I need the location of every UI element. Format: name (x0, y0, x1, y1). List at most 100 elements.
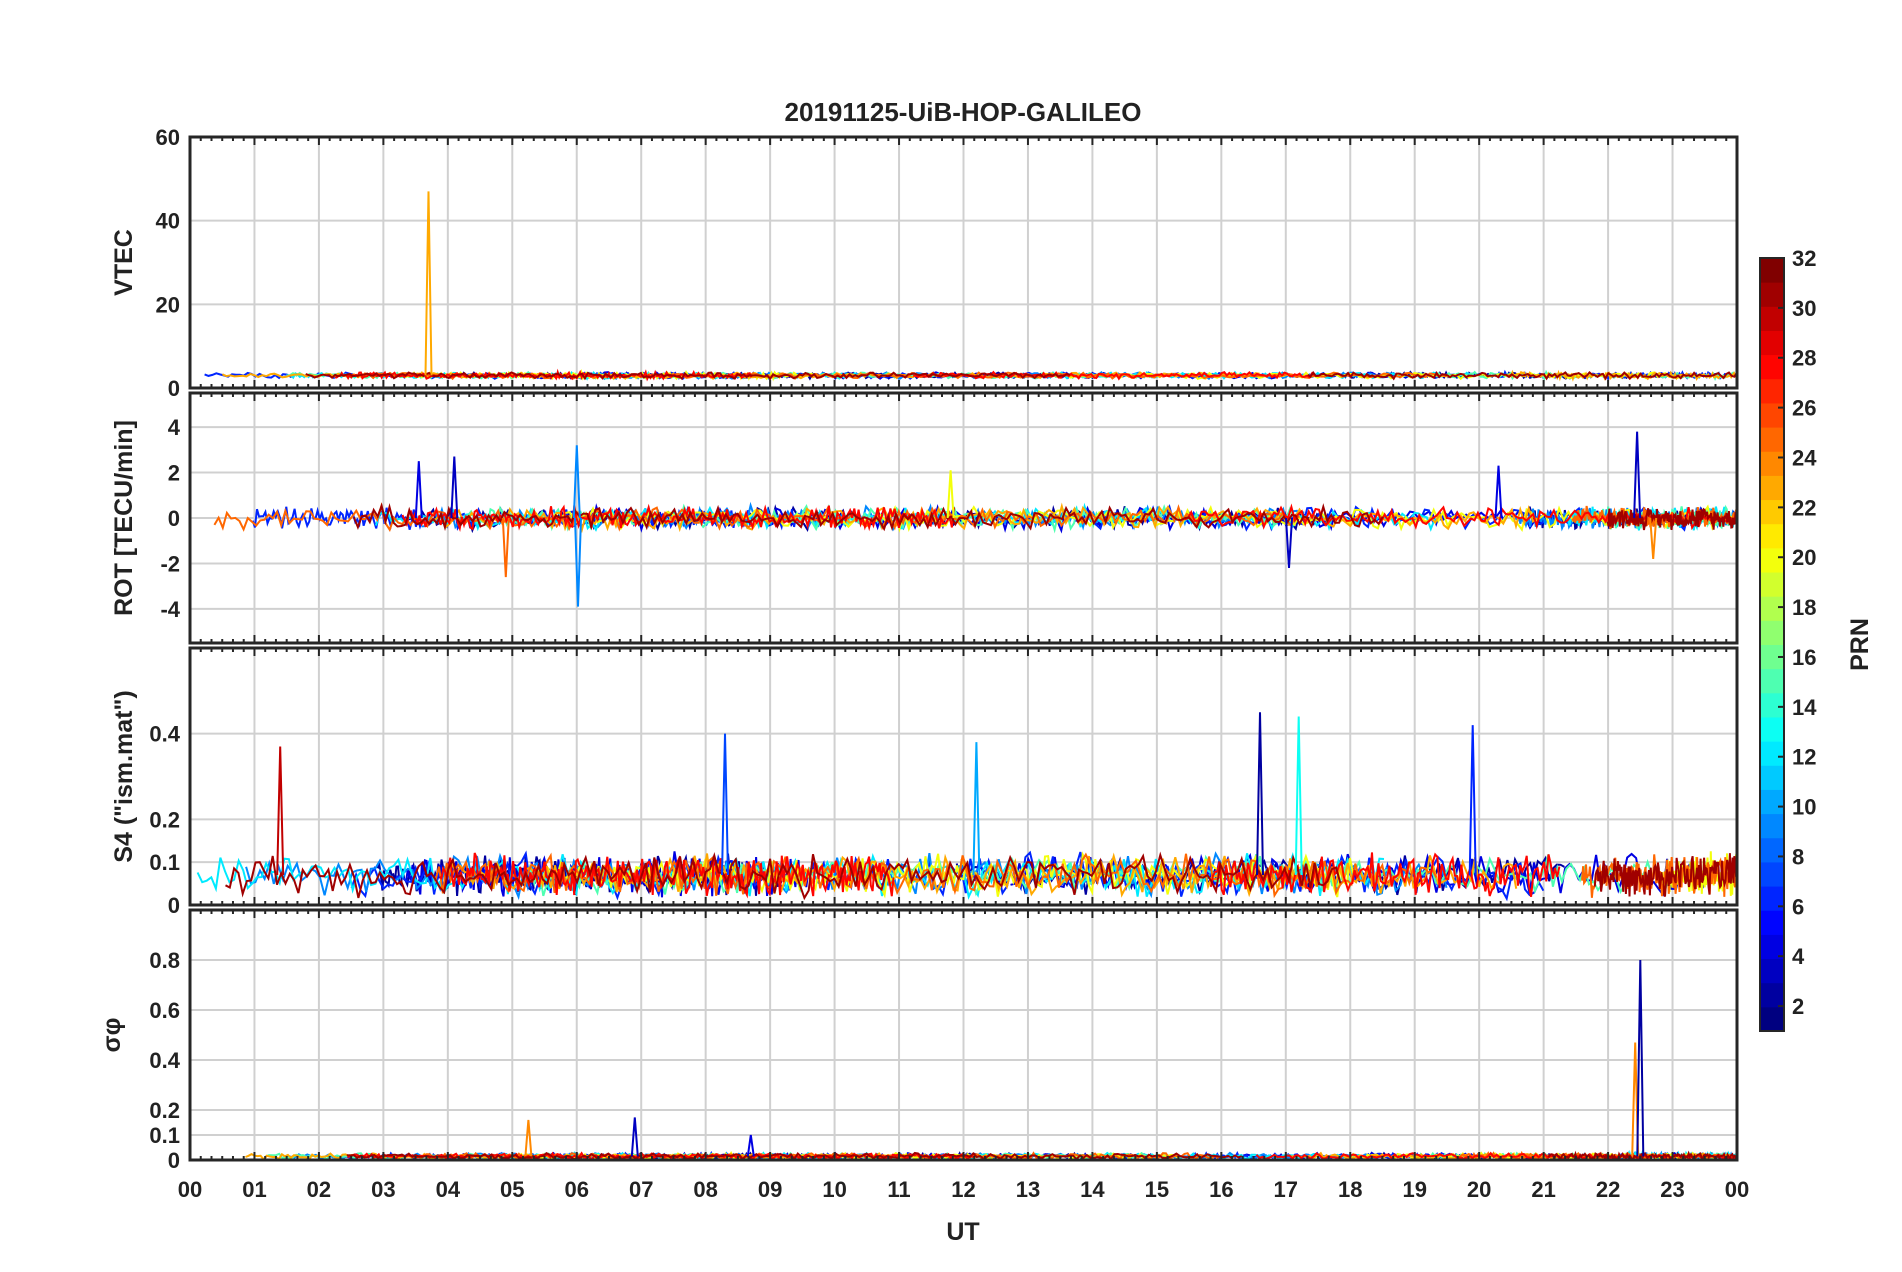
colorbar-tick-label: 8 (1792, 844, 1804, 869)
x-tick-label: 18 (1338, 1177, 1362, 1202)
panel-s4-y-tick-label: 0.4 (149, 722, 180, 747)
panel-sigma_phi-y-tick-label: 0.4 (149, 1048, 180, 1073)
panel-sigma_phi-y-tick-label: 0.1 (149, 1123, 180, 1148)
panel-sigma_phi-y-tick-label: 0.2 (149, 1098, 180, 1123)
series-prn-25 (213, 502, 1301, 532)
panel-sigma_phi-y-tick-label: 0.6 (149, 998, 180, 1023)
panel-vtec: 0 20 40 60 VTEC (110, 125, 1739, 401)
spike-s4-1 (721, 733, 729, 876)
colorbar-tick-label: 22 (1792, 495, 1816, 520)
colorbar-swatch (1760, 427, 1784, 452)
x-tick-label: 03 (371, 1177, 395, 1202)
spike-rot-4 (574, 517, 582, 607)
colorbar-swatch (1760, 499, 1784, 525)
colorbar-swatch (1760, 934, 1784, 960)
panel-vtec-traces (204, 191, 1737, 382)
spike-s4-4 (1294, 716, 1303, 876)
colorbar-tick-label: 24 (1792, 445, 1817, 470)
colorbar-swatch (1760, 572, 1784, 597)
panel-rot-y-tick-label: 4 (168, 415, 181, 440)
x-tick-label: 13 (1016, 1177, 1040, 1202)
spike-rot-5 (946, 470, 955, 519)
spike-vtec-0 (424, 191, 433, 376)
spike-s4-0 (276, 746, 285, 876)
spike-rot-8 (1633, 431, 1642, 519)
colorbar-swatch (1760, 982, 1784, 1008)
panel-sigma_phi: 00.10.2 0.4 0.6 0.8 σφ (98, 908, 1739, 1173)
x-tick-label: 17 (1274, 1177, 1298, 1202)
series-prn-31-b (1606, 507, 1737, 531)
spike-s4-5 (1468, 725, 1477, 876)
panel-rot-y-tick-label: -4 (160, 597, 180, 622)
spike-sigma_phi-0 (524, 1119, 533, 1157)
colorbar-tick-label: 18 (1792, 595, 1816, 620)
series-prn-31-b (1593, 853, 1737, 897)
x-axis-label: UT (946, 1218, 979, 1246)
spike-s4-3 (1256, 712, 1264, 876)
x-tick-label: 02 (307, 1177, 331, 1202)
x-tick-label: 09 (758, 1177, 782, 1202)
colorbar-tick-label: 4 (1792, 944, 1805, 969)
series-prn-28-b (912, 370, 1316, 381)
spike-rot-3 (572, 445, 581, 519)
x-tick-label: 06 (565, 1177, 589, 1202)
colorbar-swatch (1760, 789, 1784, 815)
panel-s4-traces (196, 712, 1737, 902)
panel-s4-y-tick-label: 0.1 (149, 850, 180, 875)
panel-sigma_phi-y-axis-label: σφ (98, 1018, 126, 1053)
colorbar-swatch (1760, 692, 1784, 718)
colorbar-swatch (1760, 451, 1784, 476)
panel-sigma_phi-grid (190, 910, 1737, 1161)
colorbar-swatch (1760, 861, 1784, 887)
series-prn-25 (434, 852, 1438, 899)
colorbar-swatch (1760, 596, 1784, 621)
colorbar-swatch (1760, 620, 1784, 645)
x-axis-tick-labels: 00 01 02 03 04 05 06 07 08 09 10 11 12 13 14 15 16 17 18 19… (178, 1177, 1749, 1202)
colorbar-swatch (1760, 523, 1784, 549)
colorbar-swatch (1760, 910, 1784, 935)
colorbar-swatch (1760, 716, 1784, 742)
x-tick-label: 19 (1402, 1177, 1426, 1202)
spike-rot-7 (1494, 465, 1503, 519)
spike-s4-2 (972, 742, 981, 876)
x-tick-label: 22 (1596, 1177, 1620, 1202)
panel-vtec-y-axis-label: VTEC (110, 229, 138, 296)
spike-sigma_phi-2 (746, 1134, 755, 1157)
colorbar-swatch (1760, 258, 1784, 283)
spike-rot-2 (501, 517, 510, 578)
colorbar-frame (1759, 257, 1785, 1032)
colorbar-swatch (1760, 1006, 1784, 1032)
colorbar-swatch (1760, 330, 1784, 356)
x-tick-label: 07 (629, 1177, 653, 1202)
colorbar-tick-label: 6 (1792, 894, 1804, 919)
panel-sigma_phi-y-tick-label: 0 (168, 1148, 180, 1173)
x-tick-label: 20 (1467, 1177, 1491, 1202)
colorbar-swatch (1760, 741, 1784, 766)
spike-sigma_phi-1 (630, 1117, 639, 1157)
x-tick-label: 14 (1080, 1177, 1105, 1202)
spike-sigma_phi-4 (1636, 959, 1645, 1157)
series-prn-31 (352, 502, 1384, 532)
panel-vtec-y-tick-label: 0 (168, 376, 180, 401)
colorbar-tick-label: 32 (1792, 246, 1816, 271)
chart-title: 20191125-UiB-HOP-GALILEO (785, 97, 1142, 127)
colorbar-tick-label: 30 (1792, 296, 1816, 321)
series-prn-28 (439, 852, 895, 899)
panel-rot: -4 -2 0 2 4 ROT [TECU/min] (110, 391, 1739, 645)
colorbar-swatch (1760, 813, 1784, 839)
x-tick-label: 15 (1145, 1177, 1169, 1202)
colorbar-swatch (1760, 475, 1784, 501)
colorbar-tick-label: 12 (1792, 745, 1816, 770)
spike-rot-6 (1285, 517, 1293, 569)
x-tick-label: 01 (242, 1177, 266, 1202)
spike-rot-0 (414, 461, 423, 519)
x-tick-label: 11 (887, 1177, 910, 1202)
colorbar-tick-label: 26 (1792, 396, 1816, 421)
colorbar-swatch (1760, 306, 1784, 331)
spike-rot-9 (1649, 517, 1658, 559)
colorbar-swatch (1760, 282, 1784, 307)
series-prn-31-b (1547, 1150, 1737, 1160)
series-prn-31-b (1307, 370, 1737, 381)
